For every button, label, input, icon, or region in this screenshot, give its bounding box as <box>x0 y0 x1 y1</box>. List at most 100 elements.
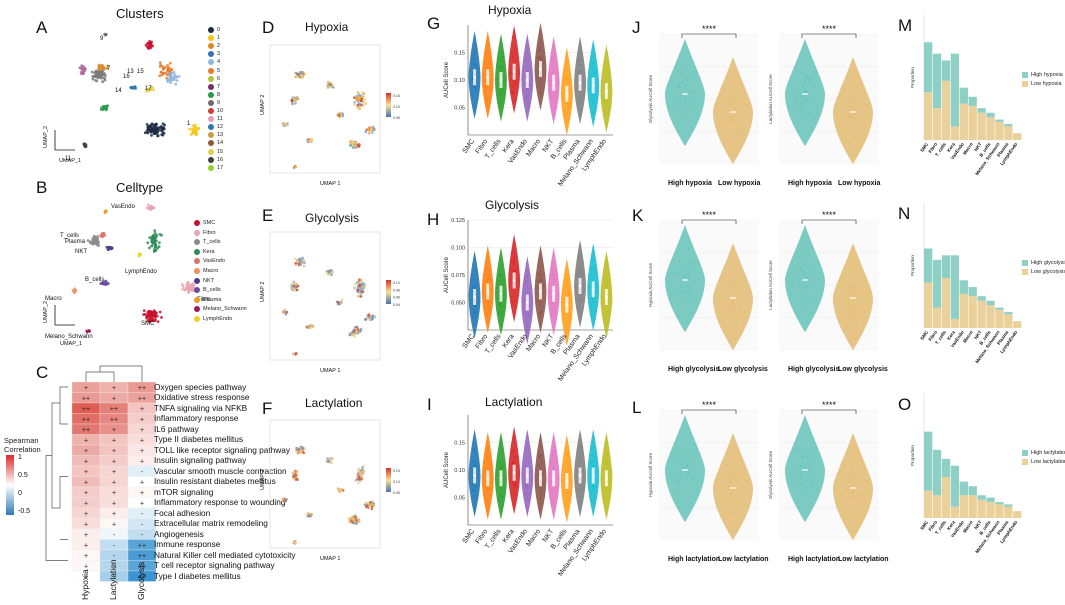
violin-jitter-point <box>804 263 806 265</box>
violin-jitter-point <box>811 96 813 98</box>
heatmap-mark: + <box>112 459 116 466</box>
violin-jitter-point <box>849 305 852 307</box>
legend-label: 13 <box>217 132 224 139</box>
umap-point <box>293 474 296 478</box>
umap-point <box>369 318 373 322</box>
heatmap-mark: - <box>141 532 144 539</box>
heatmap-mark: + <box>112 438 116 445</box>
violin-jitter-point <box>589 490 592 493</box>
legend-label: 4 <box>217 59 221 66</box>
bar-segment-high <box>950 465 960 507</box>
bar-segment-high <box>941 255 951 278</box>
violin-jitter-point <box>568 294 571 296</box>
umap-point <box>353 326 357 329</box>
violin-jitter-point <box>728 282 731 284</box>
violin-jitter-point <box>855 310 858 313</box>
violin-median <box>473 75 476 79</box>
violin-jitter-point <box>855 84 857 86</box>
group-label-low: Low hypoxia <box>838 180 881 187</box>
legend-label: 8 <box>217 91 221 98</box>
legend-dot <box>194 239 200 246</box>
violin-jitter-point <box>525 58 528 61</box>
group-label-low: Low lactylation <box>718 556 769 563</box>
violin-median <box>473 295 476 299</box>
violin-jitter-point <box>512 260 515 263</box>
umap-point <box>163 123 166 127</box>
violin-jitter-point <box>810 447 812 449</box>
umap-point <box>356 91 360 94</box>
violin-jitter-point <box>683 448 685 450</box>
umap-point <box>294 283 298 287</box>
umap-point <box>331 270 334 274</box>
pathway-label: mTOR signaling <box>154 486 214 497</box>
violin-jitter-point <box>539 494 542 497</box>
panel-letter-d: D <box>262 18 275 37</box>
violin-jitter-point <box>487 301 490 304</box>
violin-median <box>512 279 516 282</box>
pathway-label: Insulin signaling pathway <box>154 455 247 465</box>
legend-label: 12 <box>217 124 224 131</box>
violin-jitter-point <box>737 122 739 124</box>
bar-segment-high <box>924 431 933 491</box>
violin-jitter-point <box>592 62 595 65</box>
umap-point <box>301 447 304 451</box>
umap-point <box>365 505 368 509</box>
umap-point <box>160 233 163 237</box>
umap-point <box>353 103 356 106</box>
umap-point <box>102 282 105 285</box>
violin-jitter-point <box>566 290 569 292</box>
umap-point <box>101 80 105 84</box>
bar-segment-low <box>1004 506 1013 518</box>
violin-jitter-point <box>801 278 803 280</box>
violin-jitter-point <box>732 489 734 491</box>
umap-point <box>371 314 374 318</box>
violin-jitter-point <box>498 274 501 276</box>
violin-jitter-point <box>849 286 851 288</box>
heatmap-mark: ++ <box>82 417 90 424</box>
umap-point <box>106 64 110 68</box>
bar-segment-high <box>1004 312 1013 315</box>
bar-category-label: Fibro <box>927 520 938 532</box>
umap-point <box>82 67 86 71</box>
umap-point <box>161 130 165 134</box>
violin-jitter-point <box>528 287 531 290</box>
umap-point <box>101 104 105 108</box>
violin-jitter-point <box>845 323 847 325</box>
violin-jitter-point <box>800 269 802 271</box>
proportion-bar-o: ProportionSMCFibroT_cellsKeraVasEndoMacr… <box>910 393 1022 554</box>
umap-point <box>290 286 293 290</box>
umap-point <box>357 145 361 148</box>
umap-point <box>147 207 151 210</box>
umap-point <box>296 96 300 100</box>
legend-label: 7 <box>217 83 221 90</box>
violin-jitter-point <box>472 58 475 61</box>
violin-jitter-point <box>679 85 681 87</box>
violin-jitter-point <box>499 301 502 304</box>
violin-jitter-point <box>738 309 740 311</box>
heatmap-mark: ++ <box>82 406 90 413</box>
legend-label: 0 <box>217 27 221 33</box>
violin-jitter-point <box>853 489 855 491</box>
violin-jitter-point <box>593 455 596 458</box>
violin-jitter-point <box>800 299 802 302</box>
bar-segment-high <box>986 300 995 306</box>
umap-point <box>355 478 359 481</box>
umap-point <box>340 300 343 304</box>
umap-point <box>355 329 358 333</box>
umap-point <box>308 326 311 329</box>
violin-jitter-point <box>582 470 584 472</box>
violin-jitter-point <box>812 279 814 281</box>
colorbar-tick: -0.5 <box>18 508 30 515</box>
violin-median <box>499 292 503 295</box>
violin-shape <box>785 225 825 333</box>
umap-point <box>149 319 153 323</box>
x-axis-label: UMAP_1 <box>59 158 81 164</box>
pathway-label: Inflammatory response <box>154 413 239 423</box>
y-tick-label: 0.125 <box>451 218 465 224</box>
umap-point <box>130 86 134 90</box>
violin-jitter-point <box>733 302 735 304</box>
violin-jitter-point <box>606 287 609 289</box>
umap-point <box>139 252 142 256</box>
violin-jitter-point <box>591 463 593 466</box>
violin-jitter-point <box>591 279 594 282</box>
